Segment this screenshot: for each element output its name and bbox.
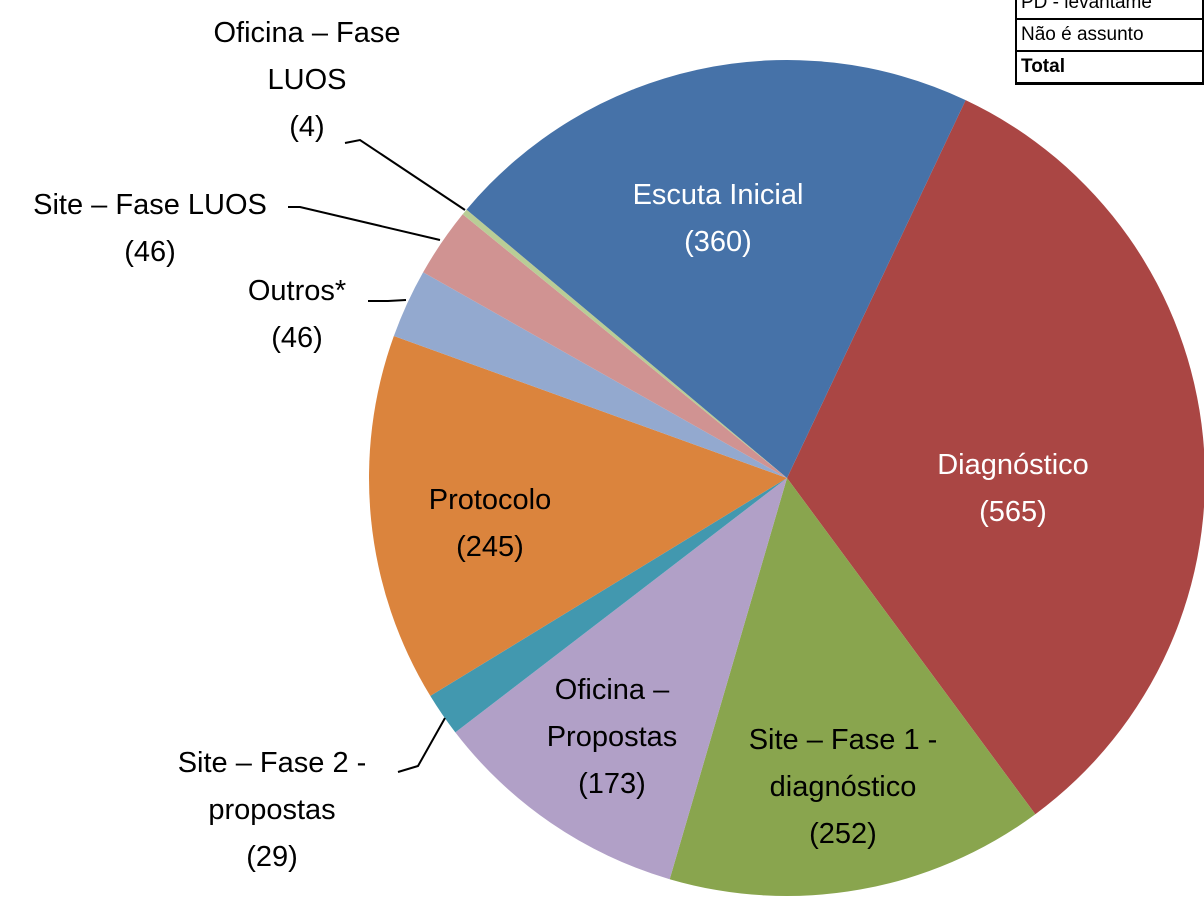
value-label: (173) <box>578 768 646 800</box>
table-cell: PD - levantame <box>1015 0 1204 20</box>
leader-line <box>288 206 441 241</box>
table-cell: Não é assunto <box>1015 18 1204 52</box>
value-label: (360) <box>684 226 752 258</box>
slice-label: Diagnóstico (565) <box>883 442 1143 536</box>
table-row: Não é assunto <box>1015 18 1204 52</box>
value-label: (245) <box>456 531 524 563</box>
leader-line <box>397 717 446 773</box>
pie-slice <box>462 209 787 478</box>
value-label: (46) <box>271 322 323 354</box>
leader-line <box>368 299 407 302</box>
pie-slice <box>455 478 787 880</box>
leader-lines <box>288 138 466 773</box>
category-label: Escuta Inicial <box>632 179 804 211</box>
value-label: (4) <box>289 111 325 143</box>
category-label: Diagnóstico <box>937 449 1089 481</box>
slice-label: Site – Fase 1 - diagnóstico (252) <box>713 717 973 858</box>
value-label: (565) <box>979 496 1047 528</box>
slice-label: Protocolo (245) <box>390 477 590 571</box>
table-row: Total <box>1015 50 1204 85</box>
category-label: Outros* <box>247 275 347 307</box>
category-label: Site – Fase LUOS <box>33 189 267 221</box>
category-label: Oficina – Fase LUOS <box>213 17 401 96</box>
pie-slice <box>423 214 787 478</box>
pie-slice <box>430 478 787 733</box>
slice-label: Site – Fase LUOS (46) <box>0 182 300 276</box>
category-label: Protocolo <box>428 484 552 516</box>
pie-slice <box>466 60 966 479</box>
value-label: (29) <box>246 841 298 873</box>
pie-slice <box>787 100 1204 815</box>
leader-line <box>344 138 466 211</box>
legend-table: PD - levantame Não é assunto Total <box>1015 0 1204 85</box>
pie-slice <box>669 478 1036 896</box>
category-label: Site – Fase 1 - diagnóstico <box>748 724 938 803</box>
slice-label: Oficina – Propostas (173) <box>517 667 707 808</box>
category-label: Oficina – Propostas <box>546 674 678 753</box>
slice-label: Site – Fase 2 - propostas (29) <box>147 740 397 881</box>
table-cell: Total <box>1015 50 1204 85</box>
value-label: (46) <box>124 236 176 268</box>
slice-label: Outros* (46) <box>222 268 372 362</box>
category-label: Site – Fase 2 - propostas <box>177 747 367 826</box>
value-label: (252) <box>809 818 877 850</box>
table-row: PD - levantame <box>1015 0 1204 20</box>
pie <box>369 60 1204 896</box>
slice-label: Escuta Inicial (360) <box>568 172 868 266</box>
pie-slice <box>393 272 787 478</box>
slice-label: Oficina – Fase LUOS (4) <box>182 10 432 151</box>
pie-slice <box>369 336 787 696</box>
